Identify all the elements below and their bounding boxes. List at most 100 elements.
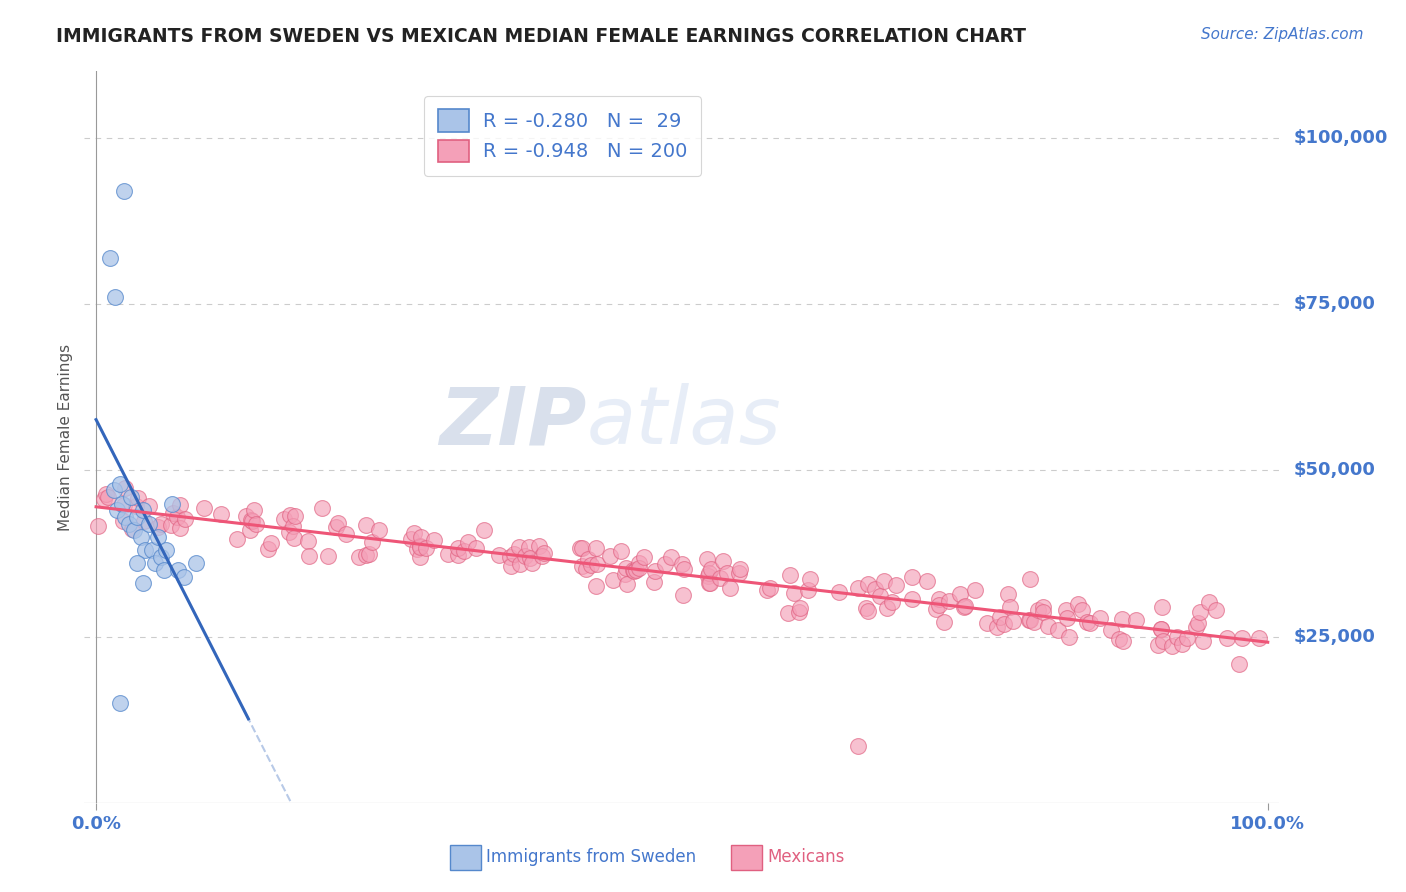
Point — [846, 739, 869, 754]
Point — [284, 509, 307, 524]
Point — [517, 541, 540, 555]
Point — [1056, 611, 1078, 625]
Point — [108, 696, 131, 710]
Point — [104, 290, 127, 304]
Point — [155, 543, 177, 558]
Point — [585, 541, 607, 556]
Point — [585, 579, 607, 593]
Text: atlas: atlas — [586, 384, 782, 461]
Point — [437, 547, 460, 561]
Point — [623, 563, 645, 577]
Point — [858, 577, 880, 591]
Point — [711, 554, 734, 568]
Point — [1111, 612, 1133, 626]
Point — [672, 588, 695, 602]
Point — [627, 561, 650, 575]
Point — [273, 512, 295, 526]
Point — [404, 526, 426, 541]
Point — [278, 524, 301, 539]
Point — [1187, 615, 1209, 630]
Point — [97, 490, 120, 504]
Point — [571, 559, 593, 574]
Point — [347, 549, 370, 564]
Point — [409, 530, 432, 544]
Point — [465, 541, 488, 555]
Point — [571, 541, 593, 556]
Point — [938, 593, 960, 607]
Point — [415, 541, 437, 555]
Text: $75,000: $75,000 — [1294, 295, 1375, 313]
Point — [654, 557, 676, 571]
Point — [699, 566, 721, 580]
Point — [169, 521, 191, 535]
Text: $25,000: $25,000 — [1294, 628, 1375, 646]
Point — [855, 600, 877, 615]
Point — [846, 581, 869, 595]
Point — [783, 586, 806, 600]
Point — [614, 561, 637, 575]
Point — [776, 606, 799, 620]
Point — [127, 557, 149, 571]
Point — [132, 514, 155, 528]
Point — [1022, 615, 1045, 630]
Point — [828, 585, 851, 599]
Point — [1001, 614, 1024, 628]
Point — [114, 481, 136, 495]
Point — [1150, 622, 1173, 636]
Point — [316, 549, 339, 563]
Point — [1018, 613, 1040, 627]
Y-axis label: Median Female Earnings: Median Female Earnings — [58, 343, 73, 531]
Point — [1032, 605, 1054, 619]
Point — [928, 591, 950, 606]
Point — [1125, 613, 1147, 627]
Point — [1230, 631, 1253, 645]
Point — [112, 498, 135, 512]
Point — [112, 514, 135, 528]
Point — [422, 533, 444, 547]
Point — [900, 570, 922, 584]
Point — [283, 519, 305, 533]
Point — [716, 566, 738, 580]
Point — [138, 499, 160, 513]
Point — [118, 516, 141, 531]
Point — [193, 500, 215, 515]
Point — [1227, 657, 1250, 671]
Point — [673, 562, 696, 576]
Point — [602, 573, 624, 587]
Point — [932, 615, 955, 629]
Point — [928, 598, 950, 612]
Point — [134, 543, 156, 558]
Point — [586, 557, 609, 571]
Point — [111, 497, 134, 511]
Point — [671, 557, 693, 571]
Point — [873, 574, 896, 588]
Point — [1018, 613, 1040, 627]
Point — [1038, 619, 1060, 633]
Point — [1099, 624, 1122, 638]
Point — [260, 536, 283, 550]
Point — [98, 251, 121, 265]
Point — [519, 550, 541, 565]
Point — [915, 574, 938, 589]
Point — [965, 582, 987, 597]
Point — [627, 556, 650, 570]
Point — [105, 503, 128, 517]
Point — [789, 601, 811, 615]
Point — [1112, 633, 1135, 648]
Point — [148, 520, 170, 534]
Point — [132, 576, 155, 591]
Point — [884, 578, 907, 592]
Point — [988, 610, 1011, 624]
Point — [114, 509, 136, 524]
Point — [1192, 634, 1215, 648]
Point — [1018, 572, 1040, 586]
Point — [447, 548, 470, 562]
Point — [240, 514, 263, 528]
Point — [357, 547, 380, 561]
Point — [901, 592, 924, 607]
Point — [129, 530, 152, 544]
Point — [1198, 595, 1220, 609]
Point — [599, 549, 621, 564]
Point — [166, 510, 188, 524]
Point — [127, 491, 149, 506]
